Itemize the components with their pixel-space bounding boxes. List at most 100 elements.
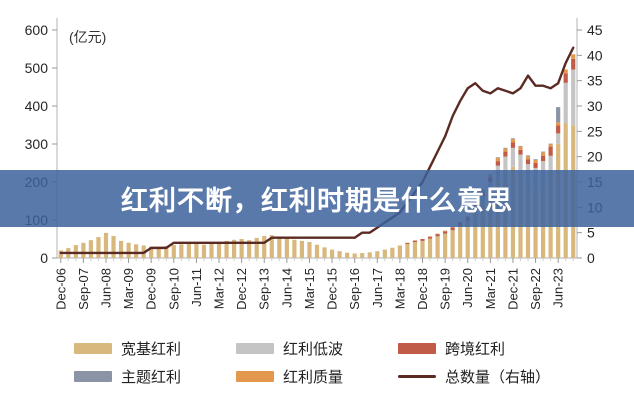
bar-segment-kuanji (299, 240, 305, 258)
right-axis-tick-label: 40 (587, 47, 603, 63)
bar-segment-zhiliang (548, 144, 553, 147)
x-axis-tick-label: Mar-21 (483, 268, 498, 309)
bar-segment-kuanji (412, 242, 418, 258)
x-axis-tick-label: Dec-09 (144, 268, 159, 310)
bar-segment-kuanji (329, 249, 335, 258)
legend-label-diwo: 红利低波 (283, 340, 344, 358)
bar-segment-kuanji (337, 251, 342, 258)
bar-segment-kuajing (443, 231, 448, 234)
bar-segment-kuanji (73, 245, 78, 258)
bar-segment-zhiliang (540, 152, 546, 156)
bar-segment-kuanji (149, 246, 154, 258)
bar-segment-kuanji (435, 236, 440, 258)
bar-segment-kuajing (503, 151, 508, 157)
x-axis-tick-label: Sep-19 (438, 268, 453, 310)
bar-segment-kuanji (209, 243, 214, 258)
bar-segment-kuanji (156, 246, 161, 258)
bar-segment-diwo (556, 133, 561, 144)
bar-segment-kuajing (518, 149, 523, 155)
bar-segment-kuanji (360, 253, 365, 258)
legend-item-kuajing: 跨境红利 (398, 338, 560, 359)
bar-segment-zhiliang (495, 158, 500, 162)
bar-segment-kuanji (322, 247, 327, 258)
legend-swatch-total (398, 374, 436, 378)
x-axis-tick-label: Jun-20 (460, 268, 475, 308)
right-axis-tick-label: 35 (587, 73, 603, 89)
bar-segment-zhiliang (450, 226, 455, 228)
left-axis-tick-label: 0 (40, 250, 48, 266)
x-axis-tick-label: Dec-18 (415, 268, 430, 310)
bar-segment-kuanji (390, 247, 395, 258)
bar-segment-kuanji (443, 233, 448, 258)
bar-segment-zhuti (503, 147, 508, 149)
bar-segment-zhiliang (443, 230, 448, 232)
legend-row: 主题红利 红利质量 总数量（右轴） (0, 362, 634, 390)
x-axis-tick-label: Dec-15 (325, 268, 340, 310)
bar-segment-kuanji (458, 225, 463, 258)
bar-segment-kuanji (284, 238, 289, 258)
bar-segment-kuanji (239, 239, 244, 258)
bar-segment-kuajing (412, 240, 418, 243)
x-axis-tick-label: Jun-11 (189, 268, 204, 307)
right-axis-tick-label: 20 (587, 149, 603, 165)
x-axis-tick-label: Mar-09 (121, 268, 136, 309)
bar-segment-kuajing (427, 236, 433, 239)
bar-segment-zhuti (525, 155, 531, 157)
legend-label-zhuti: 主题红利 (121, 368, 182, 386)
bar-segment-kuanji (254, 237, 259, 258)
bar-segment-zhiliang (427, 236, 433, 237)
bar-segment-kuanji (269, 235, 274, 258)
caption-banner-text: 红利不断，红利时期是什么意思 (121, 186, 513, 216)
legend-label-total: 总数量（右轴） (445, 368, 551, 386)
x-axis-tick-label: Jun-14 (279, 268, 294, 308)
legend-item-zhiliang: 红利质量 (236, 366, 398, 387)
bar-segment-kuanji (480, 201, 485, 258)
bar-segment-zhiliang (571, 54, 576, 59)
bar-segment-kuajing (533, 163, 538, 168)
bar-segment-kuanji (397, 245, 402, 258)
bar-segment-diwo (571, 69, 576, 126)
bar-segment-kuajing (540, 155, 546, 162)
bar-segment-kuanji (427, 238, 433, 258)
bar-segment-zhiliang (525, 156, 531, 160)
right-axis-tick-label: 25 (587, 123, 603, 139)
bar-segment-kuajing (420, 239, 425, 241)
x-axis-tick-label: Sep-10 (166, 268, 181, 310)
bar-segment-kuanji (232, 239, 237, 258)
bar-segment-kuanji (473, 212, 478, 258)
legend-item-kuanji: 宽基红利 (74, 338, 236, 359)
bar-segment-kuanji (420, 240, 425, 258)
bar-segment-zhuti (510, 138, 516, 140)
bar-segment-zhiliang (503, 148, 508, 152)
legend-item-zhuti: 主题红利 (74, 366, 236, 387)
bar-segment-kuanji (352, 253, 357, 258)
bar-segment-kuanji (171, 245, 176, 258)
legend-label-kuajing: 跨境红利 (445, 340, 506, 358)
left-axis-tick-label: 400 (25, 98, 49, 114)
caption-banner: 红利不断，红利时期是什么意思 (0, 170, 634, 227)
legend-swatch-kuanji (74, 342, 112, 354)
bar-segment-kuanji (96, 237, 101, 258)
bar-segment-kuajing (563, 73, 568, 83)
bar-segment-zhuti (548, 143, 553, 145)
bar-segment-kuanji (111, 235, 116, 258)
bar-segment-kuanji (88, 240, 94, 258)
bar-segment-diwo (563, 82, 568, 124)
bar-segment-zhiliang (510, 139, 516, 143)
legend-label-kuanji: 宽基红利 (121, 340, 182, 358)
x-axis-tick-label: Sep-07 (76, 268, 91, 310)
bar-segment-kuanji (224, 240, 229, 258)
legend-item-diwo: 红利低波 (236, 338, 398, 359)
bar-segment-kuanji (103, 232, 109, 258)
bar-segment-kuajing (405, 242, 410, 244)
bar-segment-zhiliang (518, 146, 523, 150)
bar-segment-kuajing (435, 234, 440, 237)
bar-segment-diwo (518, 154, 523, 174)
bar-segment-kuajing (548, 146, 553, 156)
total-count-line (59, 46, 575, 255)
bar-segment-zhiliang (556, 122, 561, 126)
bar-segment-zhiliang (435, 233, 440, 235)
x-axis-tick-label: Mar-12 (212, 268, 227, 309)
bar-segment-kuanji (314, 244, 320, 258)
bar-segment-kuanji (292, 239, 297, 258)
